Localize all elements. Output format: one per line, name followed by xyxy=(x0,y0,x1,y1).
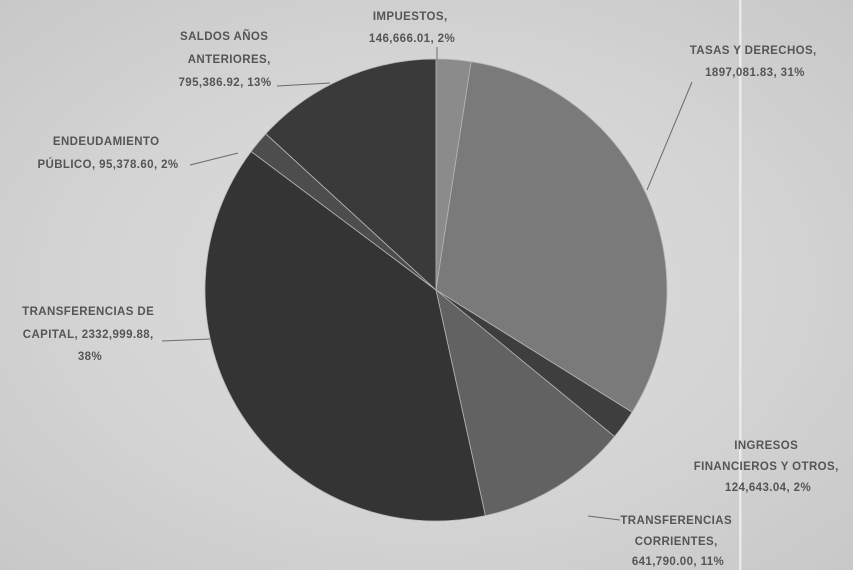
pie-slice-tasas-y-derechos xyxy=(435,61,668,413)
data-label-line: FINANCIEROS Y OTROS, xyxy=(694,461,839,473)
data-label-tasas-y-derechos: TASAS Y DERECHOS, 1897,081.83, 31% xyxy=(690,45,821,79)
leader-line-saldos-anos-anteriores xyxy=(276,82,331,87)
leader-line-tasas-y-derechos xyxy=(646,81,693,191)
data-label-line: CORRIENTES, xyxy=(635,536,718,548)
data-label-line: 38% xyxy=(78,351,102,363)
leader-lines xyxy=(161,47,693,521)
data-label-line: 1897,081.83, 31% xyxy=(705,67,805,79)
data-label-line: 124,643.04, 2% xyxy=(725,482,811,494)
data-label-line: TASAS Y DERECHOS, xyxy=(690,45,817,57)
pie-slice-transferencias-corrientes xyxy=(435,288,616,517)
data-label-line: ANTERIORES, xyxy=(188,54,271,66)
data-label-line: SALDOS AÑOS xyxy=(180,30,268,43)
data-label-transferencias-de-capital: TRANSFERENCIAS DE CAPITAL, 2332,999.88, … xyxy=(22,306,158,363)
data-label-line: TRANSFERENCIAS xyxy=(620,515,732,527)
pie-slice-transferencias-de-capital xyxy=(204,150,486,522)
data-label-transferencias-corrientes: TRANSFERENCIAS CORRIENTES, 641,790.00, 1… xyxy=(620,515,735,568)
leader-line-transferencias-de-capital xyxy=(161,338,211,342)
pie-slice-saldos-anos-anteriores xyxy=(265,58,437,291)
data-label-line: IMPUESTOS, xyxy=(373,11,448,23)
data-label-line: TRANSFERENCIAS DE xyxy=(22,306,154,318)
data-label-impuestos: IMPUESTOS, 146,666.01, 2% xyxy=(369,11,455,45)
leader-line-endeudamiento-publico xyxy=(189,152,239,166)
data-label-line: 146,666.01, 2% xyxy=(369,33,455,45)
data-labels: IMPUESTOS, 146,666.01, 2% TASAS Y DERECH… xyxy=(22,11,843,568)
data-label-line: 795,386.92, 13% xyxy=(179,77,272,89)
leader-line-transferencias-corrientes xyxy=(587,515,621,521)
data-label-line: 641,790.00, 11% xyxy=(632,556,724,568)
data-label-endeudamiento-publico: ENDEUDAMIENTO PÚBLICO, 95,378.60, 2% xyxy=(37,136,178,171)
data-label-line: INGRESOS xyxy=(734,440,798,452)
data-label-ingresos-financieros-y-otros: INGRESOS FINANCIEROS Y OTROS, 124,643.04… xyxy=(694,440,843,494)
scan-artifact-line xyxy=(739,0,742,570)
pie xyxy=(204,58,668,522)
data-label-line: CAPITAL, 2332,999.88, xyxy=(23,329,154,341)
data-label-line: PÚBLICO, 95,378.60, 2% xyxy=(37,158,178,171)
data-label-line: ENDEUDAMIENTO xyxy=(53,136,160,148)
data-label-saldos-anos-anteriores: SALDOS AÑOS ANTERIORES, 795,386.92, 13% xyxy=(179,30,275,89)
